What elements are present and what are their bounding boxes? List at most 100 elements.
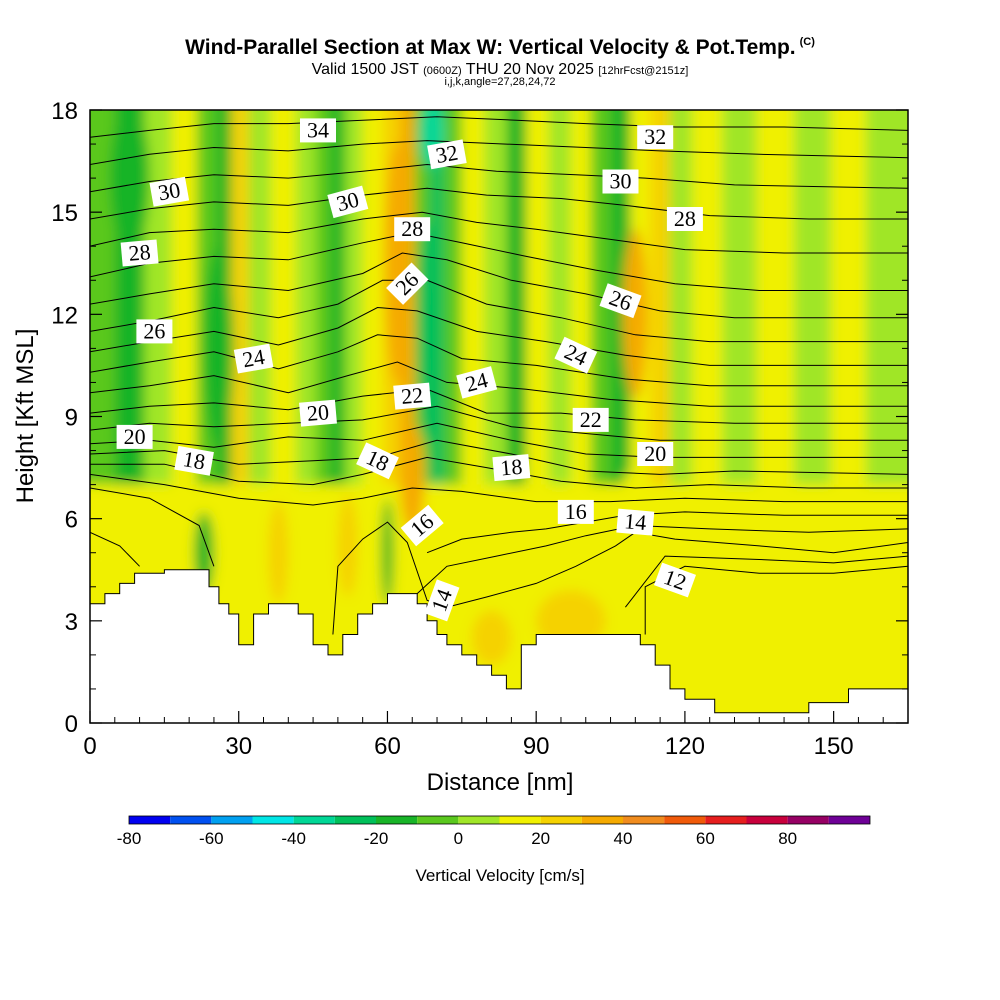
colorbar-tick-label: 40 [614,829,633,848]
axes: 0 30 60 90 120 150 0 3 6 9 12 15 18 [51,98,908,760]
y-axis-title: Height [Kft MSL] [12,329,39,504]
contour-label-text: 26 [143,318,165,343]
contour-label-box [356,442,399,480]
contour-label-text: 34 [307,117,329,142]
w-column [831,110,866,485]
contour-label: 18 [174,445,214,476]
colorbar-frame [128,815,871,825]
w-column [461,110,485,485]
w-cell [399,423,425,533]
contour-label: 34 [300,117,336,143]
contour-label-box [327,185,369,219]
colorbar-bin [705,816,747,824]
contour-label: 24 [456,366,498,399]
theta-contour-12 [90,531,140,567]
forecast-info: [12hrFcst@2151z] [598,65,689,77]
w-cell [471,610,512,666]
contour-label: 32 [427,139,467,170]
colorbar-tick-label: 60 [696,829,715,848]
contour-label-text: 22 [400,382,424,409]
contour-label-box [602,169,639,194]
contour-label-box [637,125,674,150]
colorbar-bin [129,816,171,824]
w-column [865,110,908,485]
colorbar-bin [746,816,788,824]
colorbar: -80 -60 -40 -20 0 20 40 60 80 [117,815,871,848]
colorbar-bin [458,816,500,824]
contour-label-box [424,579,460,622]
theta-contour-20 [90,422,908,458]
terrain [89,569,909,724]
contour-label-text: 18 [181,446,207,474]
contour-label-text: 30 [610,169,632,194]
w-column [722,110,757,485]
theta-contour-33 [90,116,908,138]
chart-title-text: Wind-Parallel Section at Max W: Vertical… [185,36,796,59]
y-tick-label: 18 [51,98,78,125]
colorbar-bin [334,816,376,824]
w-cell [268,501,289,604]
w-cell [337,494,358,597]
x-tick-label: 30 [225,733,252,760]
w-column [548,110,571,485]
copyright-mark: (C) [799,36,815,48]
contour-label: 26 [386,262,429,305]
contour-label-text: 20 [306,399,330,426]
w-column [270,110,296,485]
contour-label-box [394,217,431,242]
terrain-mask [89,569,909,724]
contour-label-box [616,508,655,536]
theta-contour-31 [90,163,908,193]
y-tick-label: 9 [65,405,78,432]
y-tick-label: 0 [65,711,78,738]
valid-time-line: Valid 1500 JST (0600Z) THU 20 Nov 2025 [… [0,61,1000,79]
theta-contour-32 [90,140,908,165]
w-column [570,110,591,485]
w-column [330,110,346,485]
contour-label-box [666,207,703,231]
colorbar-tick-label: 0 [454,829,463,848]
theta-contour-12 [644,565,908,635]
contour-label-box [637,442,674,466]
colorbar-label: Vertical Velocity [cm/s] [415,866,584,885]
colorbar-bin [664,816,706,824]
contour-label-box [174,445,214,476]
colorbar-bin [623,816,665,824]
contour-label-box [136,319,173,344]
contour-label-box [557,499,594,524]
contour-label: 30 [327,185,369,219]
contour-label-box [599,283,642,319]
w-column [484,110,507,485]
theta-contour-24 [90,334,908,387]
contour-label: 28 [394,216,431,242]
w-cell [384,144,410,383]
contour-label-text: 20 [124,424,146,449]
theta-contour-19 [90,439,908,475]
theta-contour-15 [416,524,908,594]
contour-label-text: 28 [401,216,423,241]
contour-label-text: 32 [644,124,666,149]
contour-label-text: 22 [580,407,602,432]
colorbar-bin [581,816,623,824]
contour-label: 20 [637,441,674,466]
contour-label: 28 [120,239,159,267]
contour-label: 14 [616,508,655,536]
colorbar-tick-label: 80 [778,829,797,848]
valid-date: THU 20 Nov 2025 [465,61,594,78]
theta-contour-18 [90,456,908,489]
contour-label: 18 [356,442,399,480]
theta-contour-23 [90,361,908,407]
colorbar-tick-label: -60 [199,829,224,848]
colorbar-bin [828,816,870,824]
theta-contour-16 [90,487,215,567]
contour-label-box [120,239,159,267]
contour-label-text: 20 [644,441,666,466]
contour-label: 22 [572,407,609,432]
w-column [756,110,794,485]
contour-label-box [116,424,153,449]
w-column [670,110,693,485]
contour-label: 26 [599,283,642,319]
y-tick-label: 6 [65,507,78,534]
contour-label: 24 [233,343,274,374]
